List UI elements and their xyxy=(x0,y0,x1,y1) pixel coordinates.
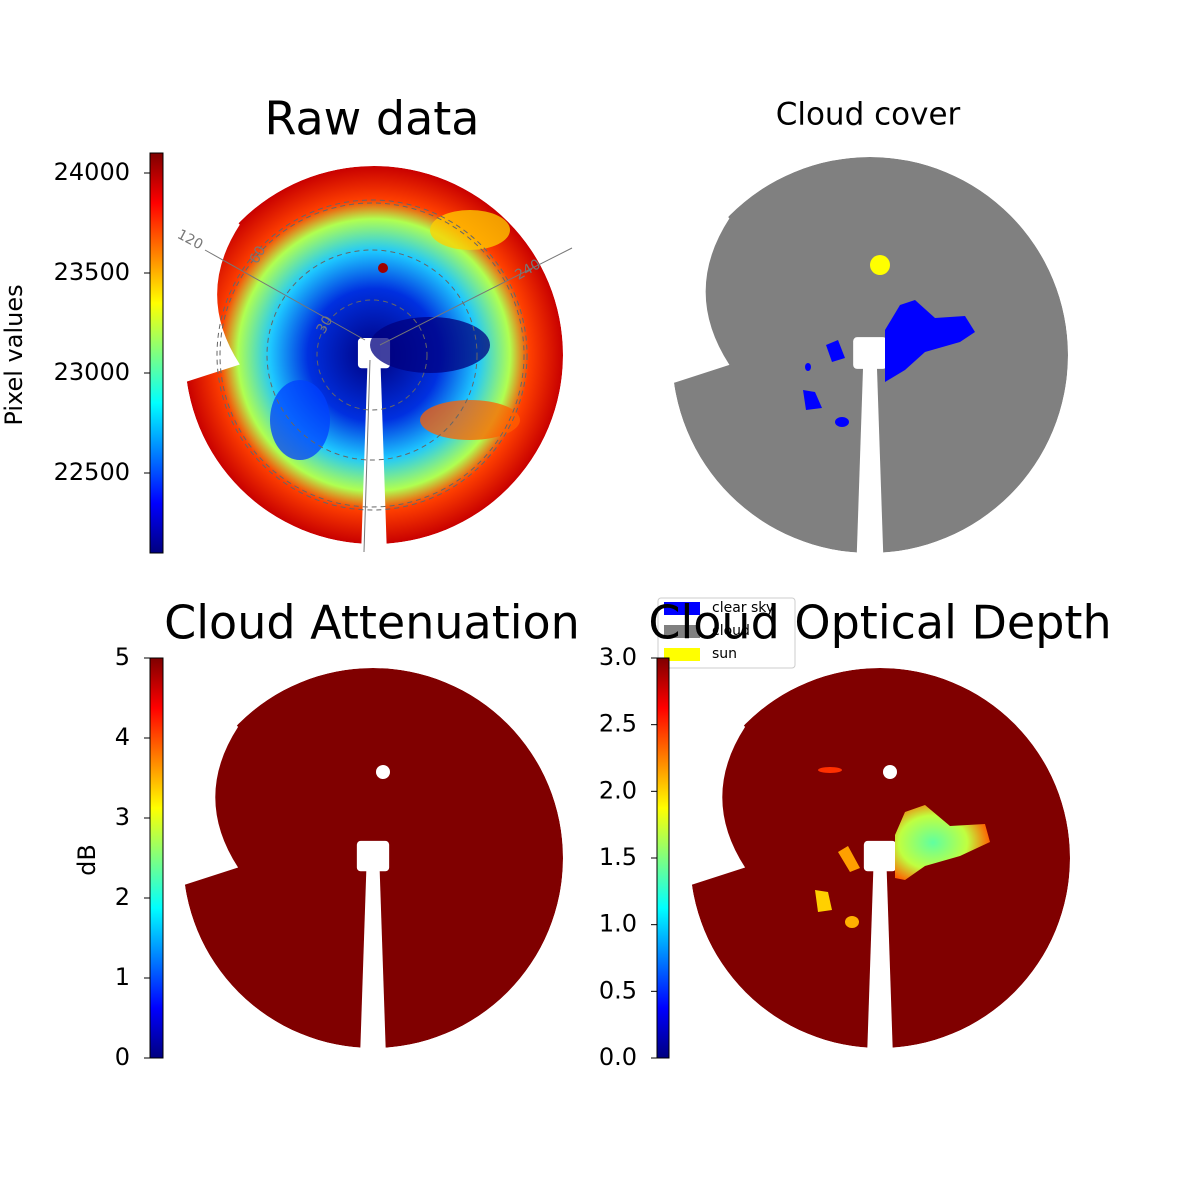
colorbar-tick-label: 1 xyxy=(115,963,130,991)
colorbar-tick-label: 23000 xyxy=(54,358,130,386)
colorbar-tick-label: 2.5 xyxy=(599,710,637,738)
colorbar-tick-label: 1.5 xyxy=(599,843,637,871)
colorbar xyxy=(656,657,670,1059)
legend-swatch xyxy=(664,602,700,615)
attenuation-image xyxy=(183,668,563,1048)
colorbar-tick-label: 24000 xyxy=(54,158,130,186)
colorbar-tick-label: 0.5 xyxy=(599,976,637,1004)
panel-title: Cloud Attenuation xyxy=(164,596,580,650)
ring-label: 60 xyxy=(247,243,270,266)
legend-label: sun xyxy=(712,646,737,662)
colorbar-tick-label: 5 xyxy=(115,643,130,671)
legend-label: clear sky xyxy=(712,600,774,616)
colorbar-tick-label: 3.0 xyxy=(599,643,637,671)
ring-label: 120 xyxy=(174,227,205,254)
polar-spokes xyxy=(204,247,573,553)
colorbar-tick-label: 0.0 xyxy=(599,1043,637,1071)
colorbar-label: dB xyxy=(73,844,101,876)
colorbar xyxy=(149,657,164,1059)
ring-label: 30 xyxy=(314,313,337,336)
colorbar-label: Pixel values xyxy=(0,284,28,425)
colorbar-tick-label: 2.0 xyxy=(599,776,637,804)
colorbar-tick-label: 1.0 xyxy=(599,910,637,938)
cloud-image xyxy=(672,157,1068,553)
thin-cloud-regions xyxy=(815,767,990,928)
sun-marker xyxy=(378,263,388,273)
legend-label: cloud xyxy=(712,623,750,639)
colorbar-tick-label: 0 xyxy=(115,1043,130,1071)
legend-swatch xyxy=(664,648,700,661)
panel-title: Cloud cover xyxy=(776,97,961,133)
colorbar xyxy=(149,152,164,554)
legend-swatch xyxy=(664,625,700,638)
panel-title: Cloud Optical Depth xyxy=(648,596,1111,650)
colorbar-tick-label: 23500 xyxy=(54,258,130,286)
colorbar-tick-label: 3 xyxy=(115,803,130,831)
colorbar-tick-label: 22500 xyxy=(54,458,130,486)
colorbar-tick-label: 2 xyxy=(115,883,130,911)
polar-grid xyxy=(216,199,528,511)
sun-mask xyxy=(376,765,390,779)
sun-mask xyxy=(883,765,897,779)
optical-depth-image xyxy=(690,668,1070,1048)
panel-title: Raw data xyxy=(265,92,480,146)
colorbar-tick-label: 4 xyxy=(115,723,130,751)
raw-patches xyxy=(270,210,520,460)
clear-sky-regions xyxy=(803,300,975,427)
sun-marker xyxy=(870,255,890,275)
